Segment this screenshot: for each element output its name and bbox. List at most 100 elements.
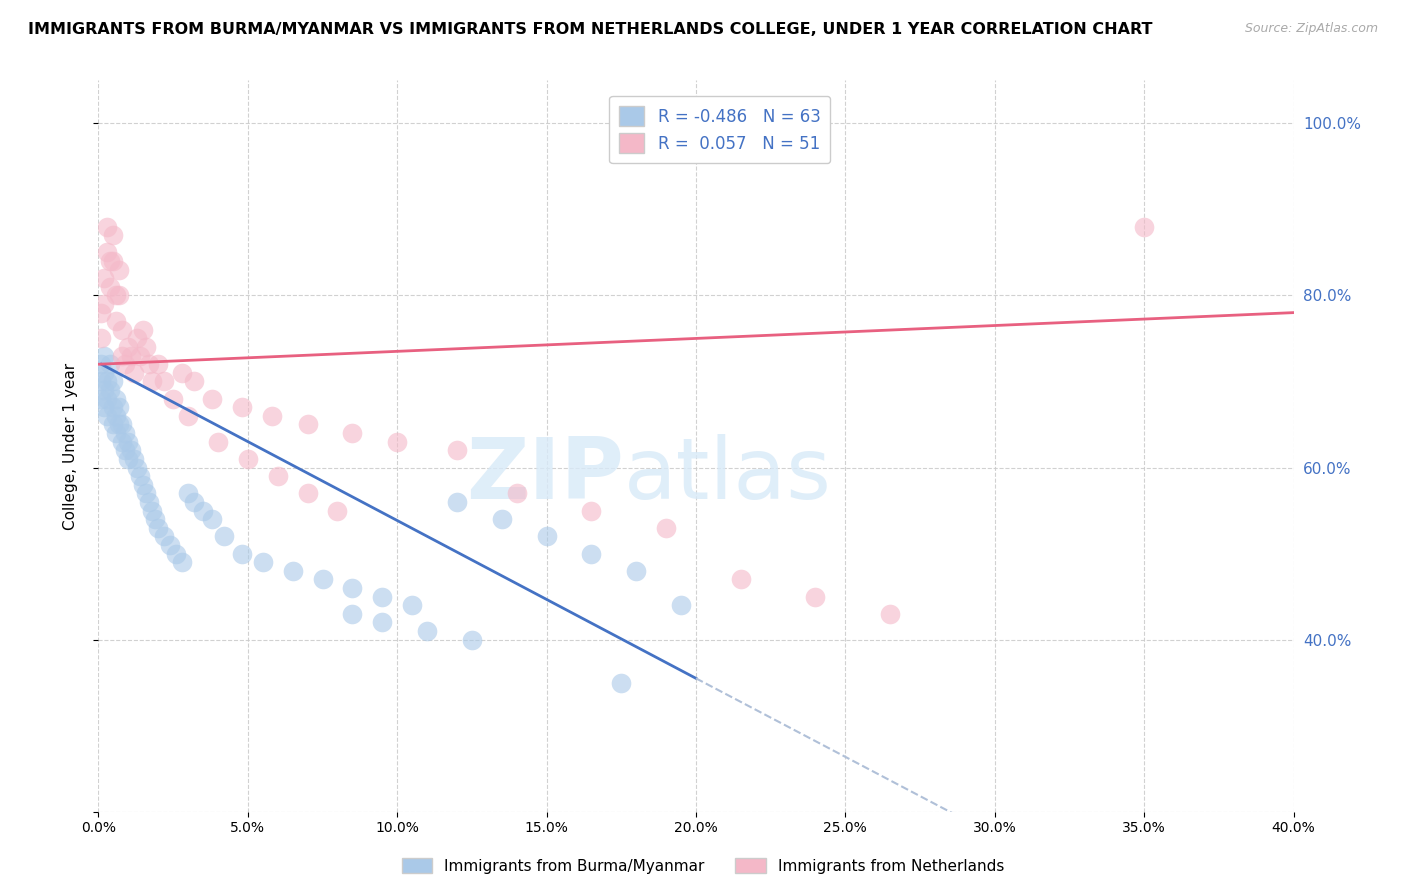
Legend: Immigrants from Burma/Myanmar, Immigrants from Netherlands: Immigrants from Burma/Myanmar, Immigrant… (395, 852, 1011, 880)
Point (446, 443, 468, 458)
Point (111, 323, 134, 337)
Point (153, 529, 176, 543)
Point (120, 349, 142, 363)
Point (96, 245, 118, 260)
Point (114, 443, 136, 458)
Point (610, 675, 633, 690)
Point (879, 607, 901, 621)
Point (148, 357, 170, 371)
Point (371, 590, 394, 604)
Point (111, 434, 134, 449)
Point (165, 547, 187, 561)
Point (105, 288, 128, 302)
Text: Source: ZipAtlas.com: Source: ZipAtlas.com (1244, 22, 1378, 36)
Text: IMMIGRANTS FROM BURMA/MYANMAR VS IMMIGRANTS FROM NETHERLANDS COLLEGE, UNDER 1 YE: IMMIGRANTS FROM BURMA/MYANMAR VS IMMIGRA… (28, 22, 1153, 37)
Point (138, 357, 160, 371)
Point (177, 486, 200, 500)
Point (124, 451, 146, 466)
Point (96, 392, 118, 406)
Point (117, 451, 139, 466)
Point (804, 590, 827, 604)
Point (93, 297, 115, 311)
Point (129, 469, 152, 483)
Point (114, 357, 136, 371)
Point (236, 451, 259, 466)
Point (148, 521, 170, 535)
Point (98, 383, 122, 397)
Point (141, 503, 163, 517)
Point (342, 426, 364, 441)
Point (93, 383, 115, 397)
Point (385, 434, 409, 449)
Point (141, 375, 163, 389)
Point (127, 460, 149, 475)
Point (90, 375, 112, 389)
Point (401, 598, 423, 612)
Point (117, 340, 139, 354)
Text: atlas: atlas (624, 434, 832, 516)
Point (655, 521, 678, 535)
Point (135, 340, 157, 354)
Point (90, 392, 112, 406)
Point (108, 417, 131, 432)
Point (162, 392, 184, 406)
Point (135, 486, 157, 500)
Point (132, 477, 155, 491)
Point (297, 417, 319, 432)
Point (252, 555, 274, 569)
Point (103, 401, 125, 415)
Y-axis label: College, Under 1 year: College, Under 1 year (63, 362, 77, 530)
Point (669, 598, 692, 612)
Point (626, 564, 648, 578)
Point (461, 632, 484, 647)
Point (127, 331, 149, 345)
Point (103, 375, 125, 389)
Point (103, 228, 125, 243)
Point (98, 357, 122, 371)
Point (108, 288, 131, 302)
Point (183, 495, 205, 509)
Point (96, 375, 118, 389)
Point (267, 469, 290, 483)
Text: ZIP: ZIP (467, 434, 624, 516)
Point (108, 262, 131, 277)
Point (159, 538, 181, 552)
Point (371, 615, 394, 630)
Point (120, 443, 142, 458)
Point (201, 512, 224, 526)
Point (108, 401, 131, 415)
Point (124, 366, 146, 380)
Point (103, 254, 125, 268)
Point (90, 305, 112, 319)
Point (111, 417, 134, 432)
Point (536, 529, 558, 543)
Point (177, 409, 200, 423)
Point (143, 512, 166, 526)
Point (201, 392, 224, 406)
Point (581, 503, 603, 517)
Point (506, 486, 529, 500)
Point (281, 564, 304, 578)
Point (93, 366, 115, 380)
Point (98, 280, 122, 294)
Point (342, 607, 364, 621)
Point (153, 375, 176, 389)
Point (93, 271, 115, 285)
Point (98, 254, 122, 268)
Point (191, 503, 214, 517)
Point (183, 375, 205, 389)
Point (1133, 219, 1156, 234)
Point (297, 486, 319, 500)
Point (90, 331, 112, 345)
Point (111, 349, 134, 363)
Point (491, 512, 513, 526)
Point (114, 426, 136, 441)
Point (105, 426, 128, 441)
Point (129, 349, 152, 363)
Point (581, 547, 603, 561)
Point (207, 434, 229, 449)
Point (326, 503, 349, 517)
Point (231, 547, 253, 561)
Point (138, 495, 160, 509)
Point (730, 573, 752, 587)
